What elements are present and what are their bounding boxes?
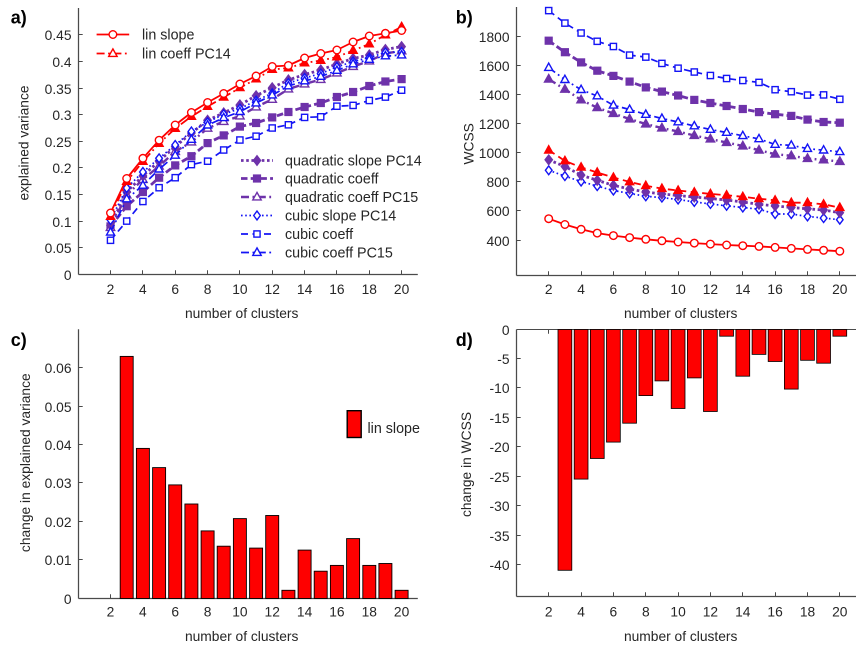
svg-text:-10: -10 <box>490 381 510 396</box>
svg-text:change in WCSS: change in WCSS <box>459 412 474 517</box>
svg-text:-40: -40 <box>490 558 510 573</box>
svg-text:6: 6 <box>171 282 179 297</box>
svg-text:10: 10 <box>670 604 686 619</box>
svg-text:18: 18 <box>800 282 816 297</box>
svg-text:number of clusters: number of clusters <box>624 306 738 321</box>
svg-text:18: 18 <box>362 282 378 297</box>
svg-text:a): a) <box>11 8 27 28</box>
svg-text:20: 20 <box>394 604 410 619</box>
svg-text:number of clusters: number of clusters <box>185 306 299 321</box>
svg-text:WCSS: WCSS <box>462 123 477 164</box>
svg-text:0.3: 0.3 <box>52 108 72 123</box>
svg-text:1400: 1400 <box>479 88 510 103</box>
svg-text:explained variance: explained variance <box>17 85 32 200</box>
svg-text:cubic coeff: cubic coeff <box>285 227 353 243</box>
svg-text:change in explained variance: change in explained variance <box>18 373 33 552</box>
svg-text:0: 0 <box>502 323 510 338</box>
svg-text:14: 14 <box>735 282 751 297</box>
svg-text:number of clusters: number of clusters <box>185 629 299 644</box>
svg-text:0.15: 0.15 <box>45 188 72 203</box>
svg-text:8: 8 <box>642 604 650 619</box>
svg-text:12: 12 <box>265 282 280 297</box>
svg-text:4: 4 <box>139 604 147 619</box>
svg-text:number of clusters: number of clusters <box>624 629 738 644</box>
svg-text:2: 2 <box>545 282 553 297</box>
svg-text:0.01: 0.01 <box>45 553 72 568</box>
svg-text:-20: -20 <box>490 440 510 455</box>
svg-text:800: 800 <box>486 175 509 190</box>
svg-text:0.06: 0.06 <box>45 361 72 376</box>
svg-text:1600: 1600 <box>479 59 510 74</box>
svg-text:18: 18 <box>362 604 378 619</box>
svg-text:0.2: 0.2 <box>52 161 71 176</box>
svg-text:10: 10 <box>670 282 686 297</box>
svg-text:1800: 1800 <box>479 30 510 45</box>
svg-text:lin slope: lin slope <box>142 28 195 44</box>
svg-text:1200: 1200 <box>479 117 510 132</box>
svg-text:cubic coeff PC15: cubic coeff PC15 <box>285 246 393 262</box>
svg-text:cubic slope PC14: cubic slope PC14 <box>285 209 396 225</box>
svg-text:14: 14 <box>297 604 313 619</box>
svg-text:10: 10 <box>232 282 248 297</box>
svg-text:6: 6 <box>610 604 618 619</box>
svg-text:6: 6 <box>171 604 179 619</box>
svg-text:16: 16 <box>767 282 783 297</box>
svg-text:20: 20 <box>394 282 410 297</box>
svg-text:quadratic slope PC14: quadratic slope PC14 <box>285 154 422 170</box>
svg-text:1000: 1000 <box>479 146 510 161</box>
svg-text:12: 12 <box>703 604 718 619</box>
svg-text:quadratic coeff: quadratic coeff <box>285 172 379 188</box>
svg-text:0.05: 0.05 <box>45 241 72 256</box>
svg-text:4: 4 <box>139 282 147 297</box>
svg-text:lin slope: lin slope <box>368 421 421 437</box>
svg-text:-15: -15 <box>490 411 510 426</box>
svg-text:d): d) <box>456 330 473 350</box>
svg-text:2: 2 <box>107 282 115 297</box>
svg-text:16: 16 <box>329 282 345 297</box>
svg-text:18: 18 <box>800 604 816 619</box>
svg-text:400: 400 <box>486 234 509 249</box>
svg-text:6: 6 <box>610 282 618 297</box>
svg-text:10: 10 <box>232 604 248 619</box>
svg-text:8: 8 <box>204 604 212 619</box>
svg-text:-35: -35 <box>490 529 510 544</box>
svg-text:0.25: 0.25 <box>45 135 72 150</box>
svg-text:14: 14 <box>297 282 313 297</box>
svg-text:-5: -5 <box>497 352 510 367</box>
svg-text:0.04: 0.04 <box>45 438 72 453</box>
svg-text:0: 0 <box>64 592 72 607</box>
svg-text:8: 8 <box>204 282 212 297</box>
svg-text:14: 14 <box>735 604 751 619</box>
svg-text:c): c) <box>11 330 27 350</box>
svg-text:-30: -30 <box>490 499 510 514</box>
svg-text:lin coeff PC14: lin coeff PC14 <box>142 47 231 63</box>
svg-text:0.1: 0.1 <box>52 215 71 230</box>
svg-text:b): b) <box>456 8 473 28</box>
svg-text:0.02: 0.02 <box>45 515 72 530</box>
svg-text:600: 600 <box>486 204 509 219</box>
svg-text:16: 16 <box>329 604 345 619</box>
svg-text:0.35: 0.35 <box>45 82 72 97</box>
svg-text:20: 20 <box>832 282 848 297</box>
svg-text:2: 2 <box>107 604 115 619</box>
svg-text:16: 16 <box>767 604 783 619</box>
svg-text:2: 2 <box>545 604 553 619</box>
svg-text:12: 12 <box>703 282 718 297</box>
svg-text:-25: -25 <box>490 470 510 485</box>
svg-text:4: 4 <box>577 604 585 619</box>
svg-text:0.4: 0.4 <box>52 55 72 70</box>
svg-text:0: 0 <box>64 268 72 283</box>
svg-text:0.45: 0.45 <box>45 28 72 43</box>
svg-text:0.03: 0.03 <box>45 476 72 491</box>
svg-text:8: 8 <box>642 282 650 297</box>
svg-text:12: 12 <box>265 604 280 619</box>
svg-text:20: 20 <box>832 604 848 619</box>
svg-text:0.05: 0.05 <box>45 400 72 415</box>
svg-text:quadratic coeff PC15: quadratic coeff PC15 <box>285 190 418 206</box>
svg-text:4: 4 <box>577 282 585 297</box>
